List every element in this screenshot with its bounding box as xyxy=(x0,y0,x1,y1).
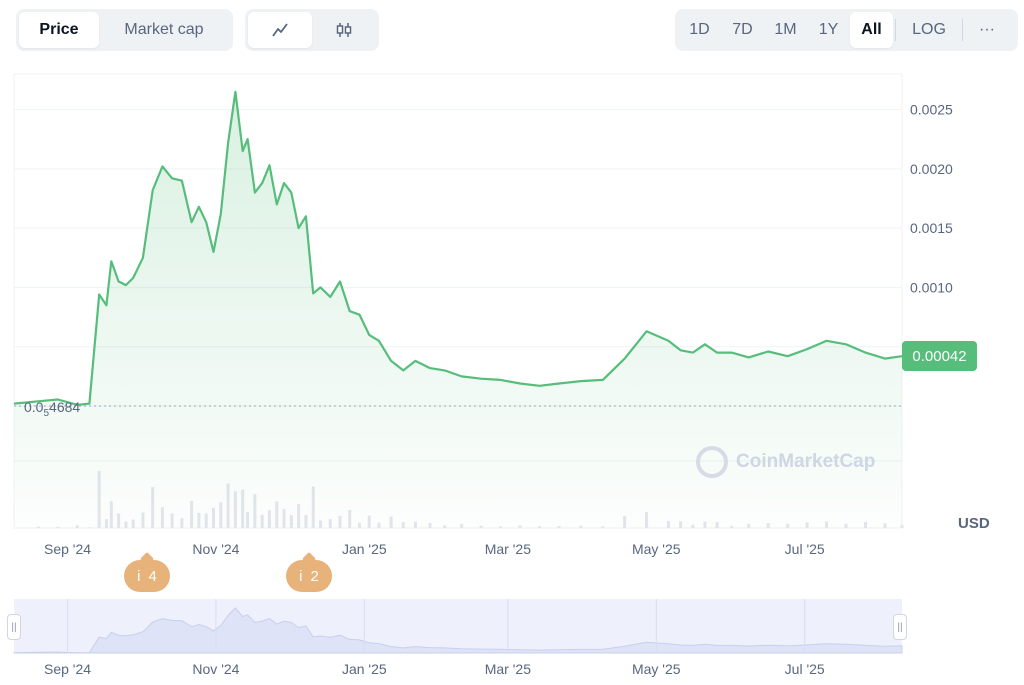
time-range-switch: 1D 7D 1M 1Y All LOG ··· xyxy=(675,9,1018,51)
x-tick-label: Jan '25 xyxy=(342,541,387,557)
current-price-badge: 0.00042 xyxy=(902,341,977,372)
event-marker[interactable]: i 4 xyxy=(124,560,170,592)
line-chart-icon xyxy=(272,23,288,37)
range-1y[interactable]: 1Y xyxy=(818,21,839,38)
range-7d[interactable]: 7D xyxy=(732,21,753,38)
log-scale-toggle[interactable]: LOG xyxy=(912,21,946,38)
range-divider xyxy=(962,19,963,41)
navigator-x-tick-label: Jan '25 xyxy=(342,661,387,677)
tab-market-cap[interactable]: Market cap xyxy=(124,21,204,38)
range-1d[interactable]: 1D xyxy=(689,21,710,38)
navigator-right-handle[interactable]: || xyxy=(893,614,907,640)
range-divider xyxy=(895,19,896,41)
x-tick-label: Sep '24 xyxy=(44,541,91,557)
x-tick-label: May '25 xyxy=(632,541,681,557)
candlestick-icon xyxy=(336,23,352,37)
navigator-x-tick-label: May '25 xyxy=(632,661,681,677)
event-marker[interactable]: i 2 xyxy=(286,560,332,592)
info-icon: i xyxy=(299,567,303,585)
chart-type-switch xyxy=(245,9,379,51)
navigator-x-tick-label: Sep '24 xyxy=(44,661,91,677)
y-tick-label: 0.0025 xyxy=(910,102,953,118)
range-all[interactable]: All xyxy=(850,12,893,48)
navigator-left-handle[interactable]: || xyxy=(7,614,21,640)
metric-switch: Price Market cap xyxy=(16,9,233,51)
min-price-label: 0.054684 xyxy=(24,399,81,419)
navigator-x-tick-label: Nov '24 xyxy=(192,661,239,677)
y-tick-label: 0.0015 xyxy=(910,220,953,236)
price-area xyxy=(14,91,902,529)
navigator-x-tick-label: Jul '25 xyxy=(785,661,825,677)
more-options-button[interactable]: ··· xyxy=(979,21,995,38)
currency-label: USD xyxy=(958,515,990,532)
event-count: 4 xyxy=(148,567,157,585)
info-icon: i xyxy=(137,567,141,585)
line-chart-button[interactable] xyxy=(248,12,312,48)
navigator-area xyxy=(13,607,903,654)
watermark: CoinMarketCap xyxy=(696,446,875,478)
tab-price[interactable]: Price xyxy=(19,12,99,48)
x-tick-label: Mar '25 xyxy=(485,541,531,557)
candlestick-button[interactable] xyxy=(312,12,376,48)
navigator-x-tick-label: Mar '25 xyxy=(485,661,531,677)
price-line xyxy=(13,90,903,406)
coinmarketcap-logo-icon xyxy=(696,446,728,478)
x-tick-label: Nov '24 xyxy=(192,541,239,557)
x-tick-label: Jul '25 xyxy=(785,541,825,557)
event-count: 2 xyxy=(310,567,319,585)
range-1m[interactable]: 1M xyxy=(774,21,797,38)
y-tick-label: 0.0010 xyxy=(910,279,953,295)
y-tick-label: 0.0020 xyxy=(910,161,953,177)
